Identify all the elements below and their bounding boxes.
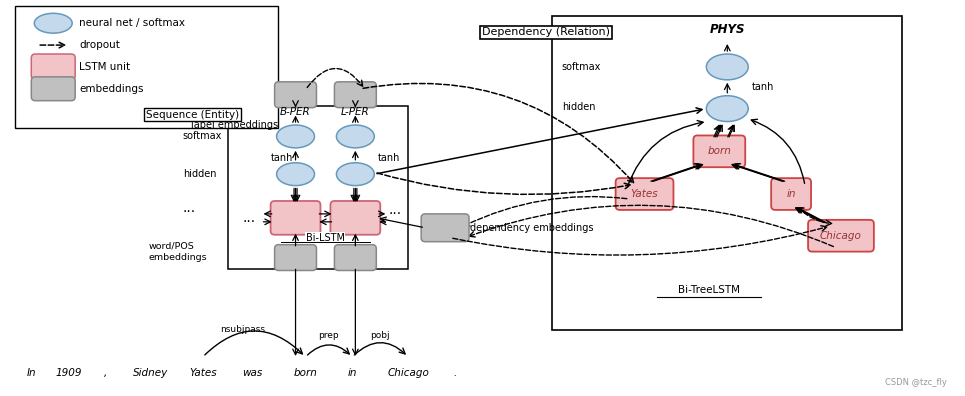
- FancyBboxPatch shape: [335, 245, 376, 270]
- Ellipse shape: [706, 96, 748, 122]
- Text: tanh: tanh: [377, 153, 400, 163]
- Text: hidden: hidden: [562, 102, 595, 112]
- Text: ...: ...: [242, 211, 255, 225]
- Ellipse shape: [706, 54, 748, 80]
- Text: softmax: softmax: [562, 62, 601, 72]
- FancyBboxPatch shape: [15, 6, 278, 128]
- Text: In: In: [26, 368, 36, 378]
- Text: Dependency (Relation): Dependency (Relation): [482, 27, 610, 37]
- Text: label embeddings: label embeddings: [191, 120, 278, 129]
- Text: Chicago: Chicago: [820, 231, 862, 241]
- Text: Bi-LSTM: Bi-LSTM: [306, 233, 345, 243]
- Text: pobj: pobj: [371, 331, 390, 339]
- Text: neural net / softmax: neural net / softmax: [79, 18, 185, 28]
- Text: nsubjpass: nsubjpass: [220, 325, 265, 333]
- Ellipse shape: [337, 125, 374, 148]
- Ellipse shape: [35, 13, 72, 33]
- Text: ,: ,: [104, 368, 108, 378]
- FancyBboxPatch shape: [694, 135, 745, 167]
- Text: Bi-TreeLSTM: Bi-TreeLSTM: [678, 286, 740, 295]
- Text: in: in: [786, 189, 796, 199]
- Text: embeddings: embeddings: [79, 84, 144, 94]
- Text: dropout: dropout: [79, 40, 120, 50]
- Text: dependency embeddings: dependency embeddings: [470, 223, 593, 233]
- Text: Yates: Yates: [631, 189, 658, 199]
- Text: hidden: hidden: [182, 169, 216, 179]
- Text: LSTM unit: LSTM unit: [79, 62, 130, 72]
- Text: born: born: [707, 147, 731, 156]
- FancyBboxPatch shape: [275, 245, 317, 270]
- Text: in: in: [347, 368, 357, 378]
- Text: tanh: tanh: [271, 153, 293, 163]
- Text: born: born: [293, 368, 317, 378]
- FancyBboxPatch shape: [771, 178, 811, 210]
- FancyBboxPatch shape: [31, 77, 75, 101]
- Text: L-PER: L-PER: [341, 107, 370, 116]
- Text: was: was: [242, 368, 262, 378]
- Text: prep: prep: [318, 331, 339, 339]
- Ellipse shape: [337, 163, 374, 186]
- FancyBboxPatch shape: [552, 16, 901, 330]
- Text: B-PER: B-PER: [280, 107, 311, 116]
- FancyBboxPatch shape: [335, 82, 376, 108]
- FancyBboxPatch shape: [275, 82, 317, 108]
- Text: ...: ...: [389, 203, 401, 217]
- Text: Yates: Yates: [189, 368, 216, 378]
- FancyBboxPatch shape: [270, 201, 320, 235]
- Text: Sequence (Entity): Sequence (Entity): [146, 110, 239, 120]
- FancyBboxPatch shape: [330, 201, 380, 235]
- Text: .: .: [454, 368, 456, 378]
- FancyBboxPatch shape: [808, 220, 874, 251]
- Text: softmax: softmax: [182, 131, 222, 141]
- Ellipse shape: [277, 163, 315, 186]
- Text: 1909: 1909: [56, 368, 82, 378]
- FancyBboxPatch shape: [31, 54, 75, 80]
- Text: PHYS: PHYS: [709, 23, 745, 36]
- FancyBboxPatch shape: [421, 214, 469, 242]
- Text: word/POS
embeddings: word/POS embeddings: [149, 241, 207, 262]
- Text: CSDN @tzc_fly: CSDN @tzc_fly: [885, 378, 947, 387]
- Text: Sidney: Sidney: [133, 368, 169, 378]
- FancyBboxPatch shape: [228, 106, 408, 268]
- Text: tanh: tanh: [753, 82, 775, 92]
- FancyBboxPatch shape: [616, 178, 674, 210]
- Text: Chicago: Chicago: [387, 368, 429, 378]
- Ellipse shape: [277, 125, 315, 148]
- Text: ...: ...: [182, 201, 196, 215]
